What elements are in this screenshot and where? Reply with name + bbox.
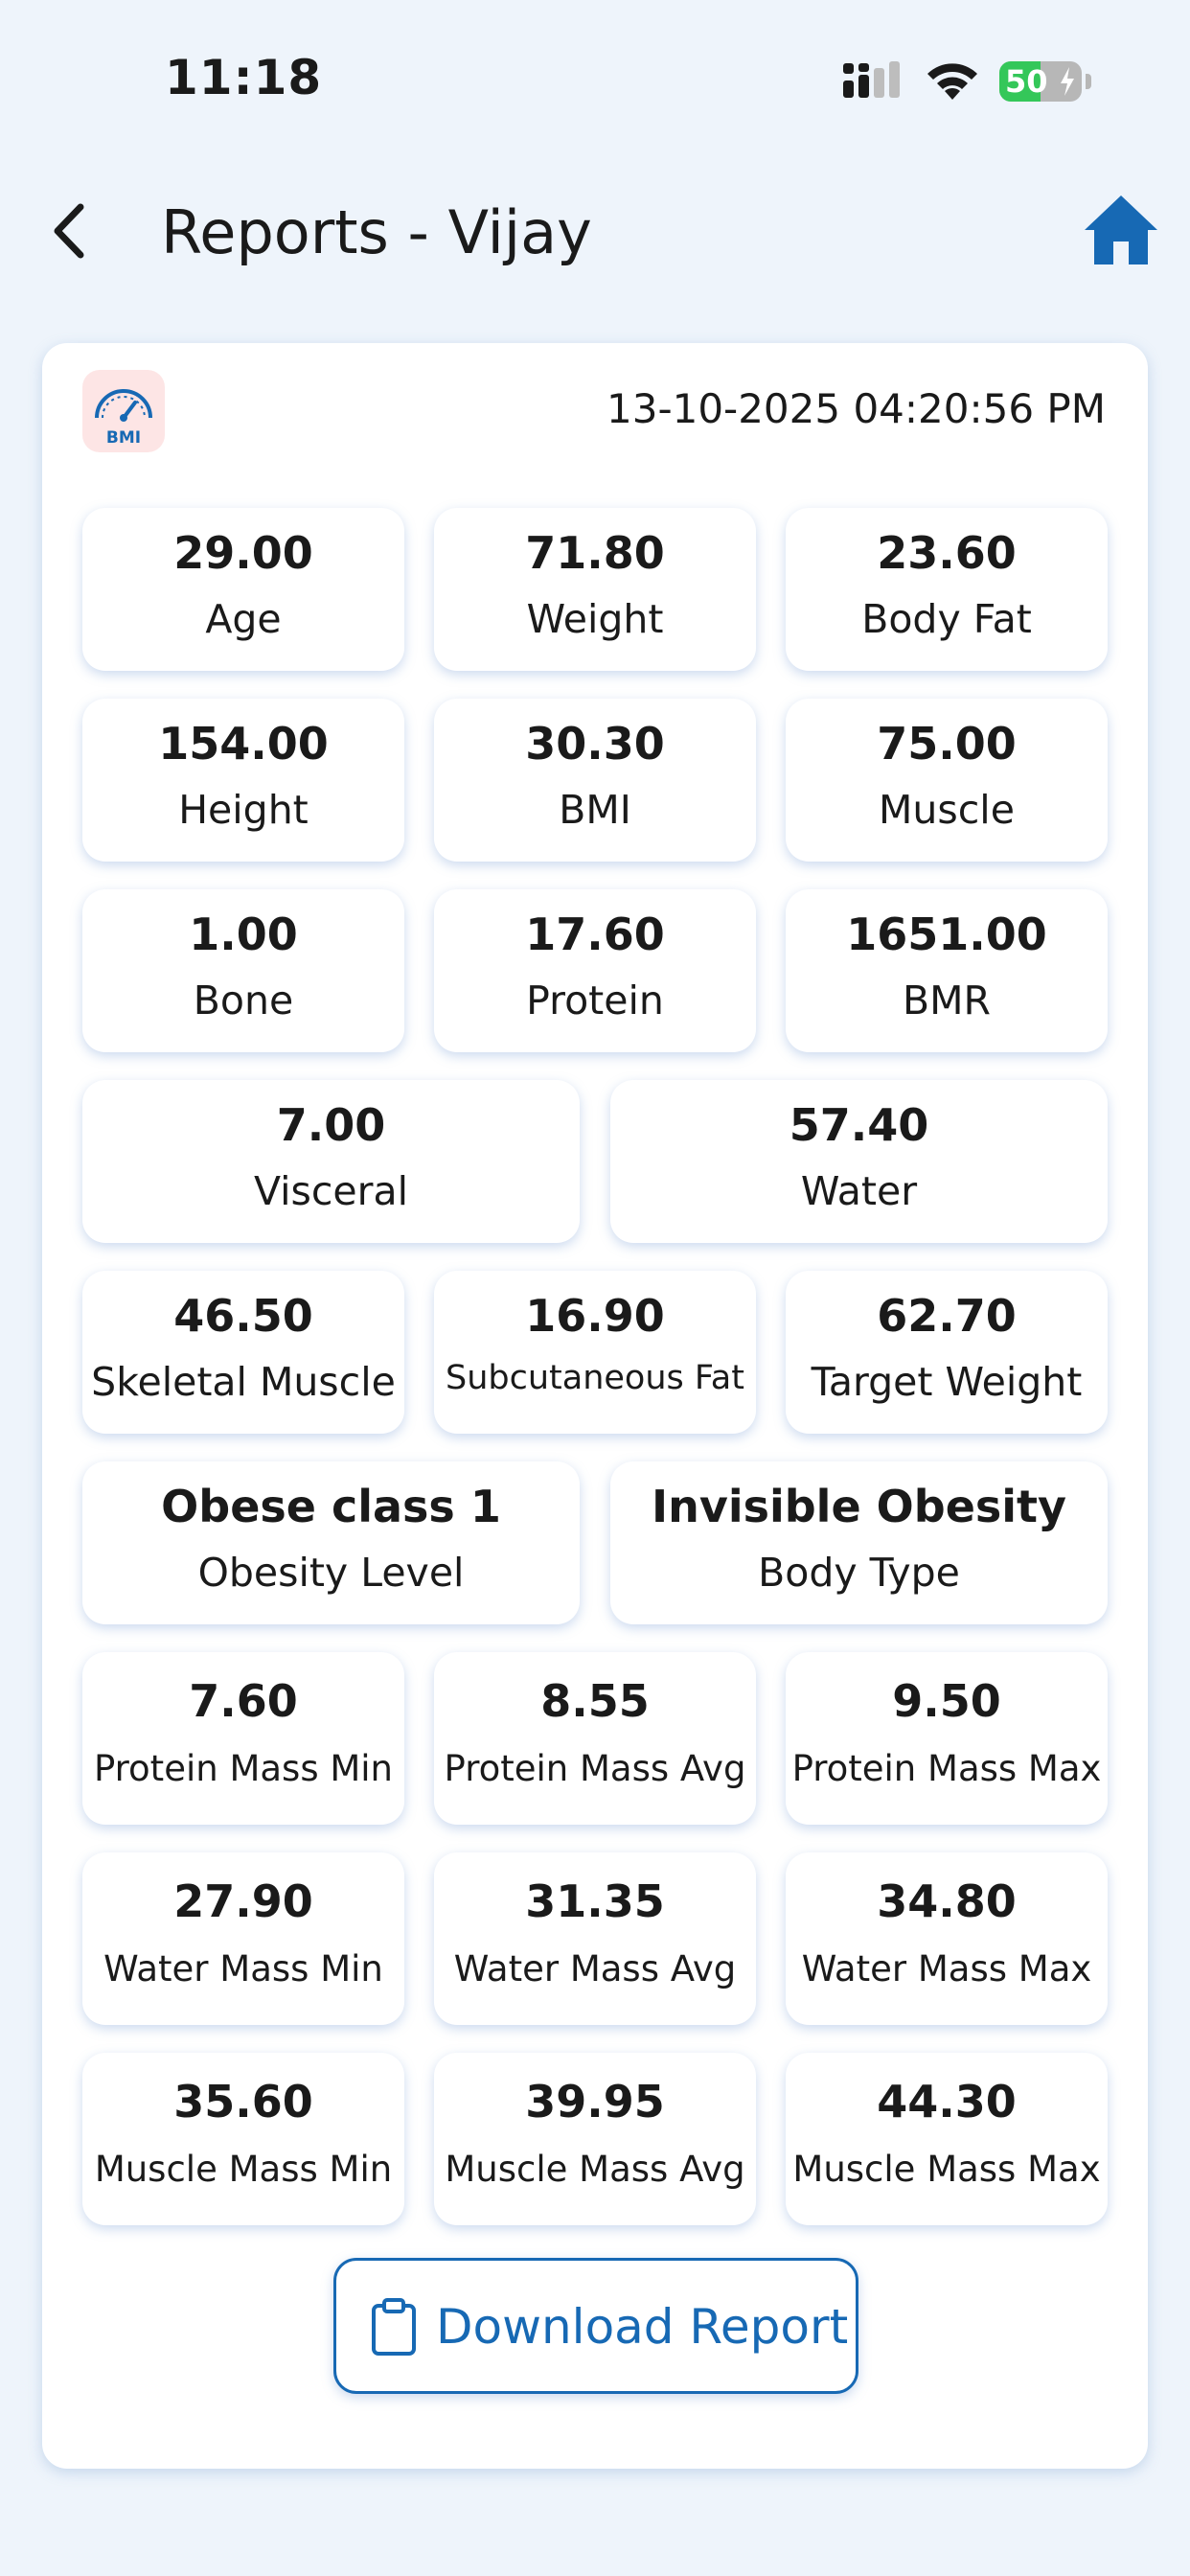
metric-body-type: Invisible Obesity Body Type (610, 1461, 1108, 1624)
metric-water-mass-max: 34.80 Water Mass Max (786, 1852, 1108, 2025)
metric-value: 1.00 (189, 908, 298, 960)
metric-protein-mass-max: 9.50 Protein Mass Max (786, 1652, 1108, 1825)
metric-visceral: 7.00 Visceral (82, 1080, 580, 1243)
metric-value: 75.00 (877, 718, 1017, 770)
metric-label: Muscle Mass Avg (445, 2149, 745, 2190)
metric-label: Water Mass Max (801, 1948, 1092, 1990)
metric-value: 154.00 (158, 718, 329, 770)
home-button[interactable] (1083, 194, 1159, 266)
metric-body-fat: 23.60 Body Fat (786, 508, 1108, 671)
download-report-button[interactable]: Download Report (333, 2258, 858, 2394)
metric-value: 71.80 (525, 527, 665, 579)
home-icon (1085, 196, 1157, 264)
metric-label: Body Type (758, 1550, 960, 1596)
metric-value: 7.00 (276, 1099, 386, 1151)
metric-value: 57.40 (789, 1099, 929, 1151)
metric-protein-mass-avg: 8.55 Protein Mass Avg (434, 1652, 756, 1825)
metric-water-mass-avg: 31.35 Water Mass Avg (434, 1852, 756, 2025)
metric-label: BMI (559, 787, 631, 833)
metric-muscle: 75.00 Muscle (786, 699, 1108, 862)
metric-subcutaneous-fat: 16.90 Subcutaneous Fat (434, 1271, 756, 1434)
metric-bmi: 30.30 BMI (434, 699, 756, 862)
charging-bolt-icon (1061, 67, 1074, 96)
metric-label: Body Fat (861, 596, 1032, 642)
metric-label: Muscle Mass Max (792, 2149, 1101, 2190)
signal-icon (843, 61, 900, 98)
metric-value: 7.60 (189, 1675, 298, 1727)
clipboard-icon (372, 2298, 416, 2356)
metric-label: Muscle (879, 787, 1015, 833)
metric-label: Bone (193, 978, 294, 1024)
metric-label: Muscle Mass Min (94, 2149, 393, 2190)
wifi-icon (927, 63, 977, 100)
metric-water: 57.40 Water (610, 1080, 1108, 1243)
metric-weight: 71.80 Weight (434, 508, 756, 671)
metric-label: Height (178, 787, 309, 833)
bmi-badge: BMI (82, 370, 165, 452)
metric-value: 17.60 (525, 908, 665, 960)
metric-label: Protein Mass Max (791, 1748, 1102, 1789)
bmi-badge-text: BMI (106, 428, 141, 448)
battery-fill (999, 61, 1041, 102)
metric-value: 29.00 (173, 527, 313, 579)
metric-protein-mass-min: 7.60 Protein Mass Min (82, 1652, 404, 1825)
metric-label: Water (800, 1168, 918, 1214)
bmi-gauge-icon: BMI (95, 389, 152, 448)
metric-value: Obese class 1 (161, 1481, 501, 1532)
metric-value: 46.50 (173, 1290, 313, 1342)
download-report-label: Download Report (436, 2299, 849, 2355)
metric-label: Water Mass Min (103, 1948, 383, 1990)
metric-value: 30.30 (525, 718, 665, 770)
page-title: Reports - Vijay (161, 197, 592, 267)
metric-label: Weight (526, 596, 664, 642)
metric-label: Protein Mass Avg (444, 1748, 746, 1789)
metric-muscle-mass-avg: 39.95 Muscle Mass Avg (434, 2053, 756, 2225)
metric-value: 16.90 (525, 1290, 665, 1342)
metric-value: 44.30 (877, 2076, 1017, 2128)
metric-target-weight: 62.70 Target Weight (786, 1271, 1108, 1434)
status-time: 11:18 (165, 50, 323, 105)
chevron-left-icon (54, 203, 84, 259)
metric-skeletal-muscle: 46.50 Skeletal Muscle (82, 1271, 404, 1434)
metric-obesity-level: Obese class 1 Obesity Level (82, 1461, 580, 1624)
metric-label: Skeletal Muscle (91, 1359, 396, 1405)
header: Reports - Vijay (0, 172, 1190, 288)
metric-value: 31.35 (525, 1875, 665, 1927)
metric-value: 27.90 (173, 1875, 313, 1927)
metric-bmr: 1651.00 BMR (786, 889, 1108, 1052)
report-timestamp: 13-10-2025 04:20:56 PM (606, 385, 1106, 432)
metric-bone: 1.00 Bone (82, 889, 404, 1052)
metric-label: BMR (903, 978, 991, 1024)
metric-value: 34.80 (877, 1875, 1017, 1927)
metric-value: 62.70 (877, 1290, 1017, 1342)
metric-value: 35.60 (173, 2076, 313, 2128)
metric-label: Water Mass Avg (453, 1948, 737, 1990)
battery-level: 50 (1005, 63, 1048, 100)
metric-value: 8.55 (540, 1675, 650, 1727)
metric-label: Subcutaneous Fat (446, 1359, 744, 1397)
metric-protein: 17.60 Protein (434, 889, 756, 1052)
metric-age: 29.00 Age (82, 508, 404, 671)
metric-value: 1651.00 (846, 908, 1047, 960)
metric-water-mass-min: 27.90 Water Mass Min (82, 1852, 404, 2025)
metric-height: 154.00 Height (82, 699, 404, 862)
metric-label: Age (205, 596, 282, 642)
report-card: BMI 13-10-2025 04:20:56 PM 29.00 Age 71.… (42, 343, 1148, 2469)
metric-value: 39.95 (525, 2076, 665, 2128)
metric-muscle-mass-min: 35.60 Muscle Mass Min (82, 2053, 404, 2225)
back-button[interactable] (38, 197, 105, 264)
metric-muscle-mass-max: 44.30 Muscle Mass Max (786, 2053, 1108, 2225)
metric-label: Target Weight (811, 1359, 1083, 1405)
metric-label: Protein (526, 978, 664, 1024)
metric-label: Visceral (253, 1168, 409, 1214)
status-bar: 11:18 50 (0, 0, 1190, 144)
metric-value: Invisible Obesity (651, 1481, 1067, 1532)
metric-label: Obesity Level (197, 1550, 465, 1596)
metric-label: Protein Mass Min (93, 1748, 394, 1789)
metric-value: 23.60 (877, 527, 1017, 579)
metric-value: 9.50 (892, 1675, 1001, 1727)
